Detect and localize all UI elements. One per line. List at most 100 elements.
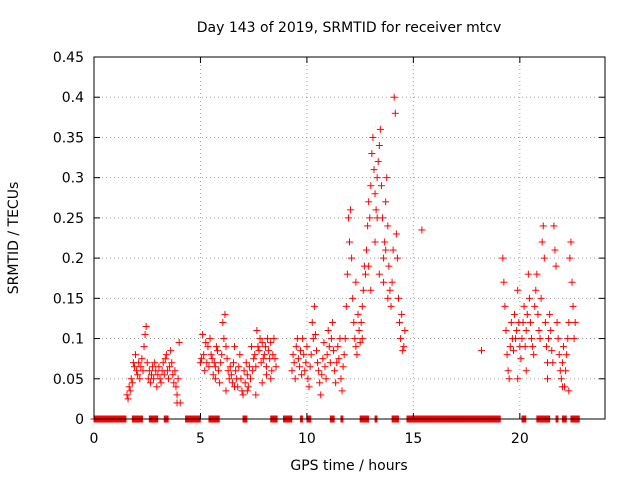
data-point — [162, 351, 170, 359]
data-point — [507, 318, 515, 326]
data-point — [299, 335, 307, 343]
data-point — [140, 343, 148, 351]
data-point — [227, 371, 235, 379]
data-point — [322, 375, 330, 383]
data-point — [505, 375, 513, 383]
data-point — [393, 254, 401, 262]
data-point — [544, 375, 552, 383]
data-point — [211, 375, 219, 383]
data-point — [504, 367, 512, 375]
data-point — [372, 206, 380, 214]
data-point — [542, 343, 550, 351]
data-point — [138, 355, 146, 363]
data-point — [251, 351, 259, 359]
data-point — [545, 335, 553, 343]
data-point — [396, 318, 404, 326]
data-point — [367, 182, 375, 190]
data-point — [142, 322, 150, 330]
data-point — [370, 166, 378, 174]
data-point — [229, 359, 237, 367]
data-point — [333, 359, 341, 367]
data-point — [355, 327, 363, 335]
data-point — [259, 355, 267, 363]
data-point — [558, 383, 566, 391]
data-point — [418, 226, 426, 234]
data-point — [558, 359, 566, 367]
data-point — [262, 363, 270, 371]
y-tick-label: 0.25 — [53, 211, 84, 227]
data-point — [369, 133, 377, 141]
data-point — [252, 391, 260, 399]
data-point — [250, 355, 258, 363]
data-point — [137, 363, 145, 371]
data-point — [205, 363, 213, 371]
data-point — [353, 351, 361, 359]
data-point — [400, 343, 408, 351]
data-point — [243, 371, 251, 379]
data-point — [239, 391, 247, 399]
data-point — [391, 109, 399, 117]
data-point — [157, 379, 165, 387]
data-point — [163, 367, 171, 375]
data-point — [371, 238, 379, 246]
data-point — [547, 327, 555, 335]
data-point — [352, 278, 360, 286]
data-point — [562, 367, 570, 375]
data-point — [532, 286, 540, 294]
data-point — [521, 343, 529, 351]
data-point — [565, 387, 573, 395]
data-point — [394, 294, 402, 302]
data-point — [359, 286, 367, 294]
data-point — [218, 351, 226, 359]
data-point — [231, 343, 239, 351]
data-point — [566, 254, 574, 262]
data-point — [312, 347, 320, 355]
data-point — [292, 343, 300, 351]
data-point — [327, 335, 335, 343]
y-tick-label: 0.4 — [62, 90, 84, 106]
data-point — [514, 375, 522, 383]
data-point — [337, 375, 345, 383]
data-point — [130, 363, 138, 371]
data-point — [341, 335, 349, 343]
x-tick-label: 0 — [90, 431, 99, 447]
data-point — [375, 141, 383, 149]
data-point — [320, 339, 328, 347]
data-point — [242, 359, 250, 367]
data-point — [363, 246, 371, 254]
data-point — [222, 387, 230, 395]
data-point — [382, 198, 390, 206]
data-point — [559, 343, 567, 351]
data-point — [249, 367, 257, 375]
data-point — [258, 339, 266, 347]
data-point — [528, 335, 536, 343]
data-point — [159, 359, 167, 367]
data-point — [126, 387, 134, 395]
data-point — [366, 214, 374, 222]
data-point — [535, 327, 543, 335]
data-point — [332, 379, 340, 387]
data-point — [300, 351, 308, 359]
data-point — [237, 375, 245, 383]
data-point — [351, 335, 359, 343]
data-point — [147, 371, 155, 379]
data-point — [523, 310, 531, 318]
data-point — [303, 343, 311, 351]
data-point — [203, 359, 211, 367]
data-point — [331, 367, 339, 375]
data-point — [173, 391, 181, 399]
data-point — [384, 294, 392, 302]
data-point — [232, 367, 240, 375]
data-point — [127, 375, 135, 383]
data-point — [335, 355, 343, 363]
data-point — [350, 318, 358, 326]
data-point — [150, 375, 158, 383]
data-point — [382, 246, 390, 254]
data-point — [143, 359, 151, 367]
data-point — [291, 375, 299, 383]
data-point — [241, 379, 249, 387]
data-point — [294, 355, 302, 363]
data-point — [198, 355, 206, 363]
data-point — [215, 367, 223, 375]
